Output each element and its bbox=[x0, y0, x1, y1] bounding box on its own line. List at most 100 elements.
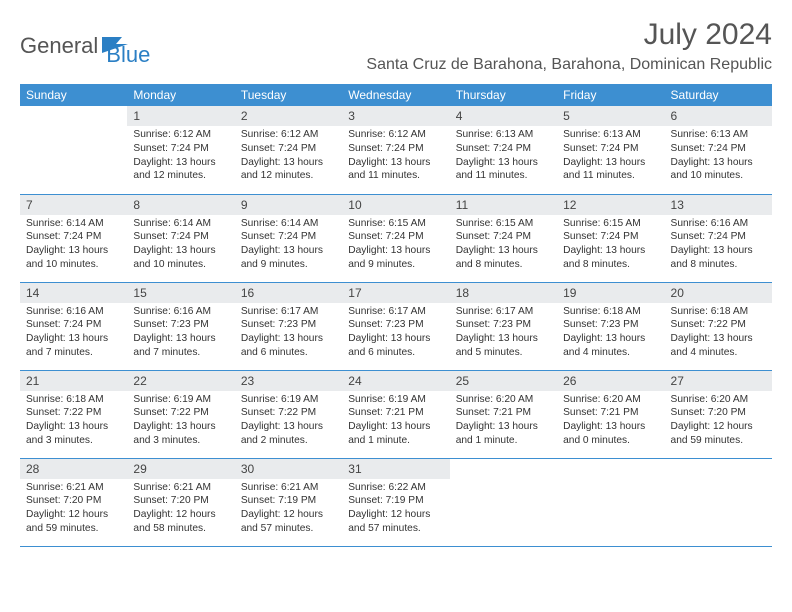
calendar-empty bbox=[450, 458, 557, 546]
calendar-day: 8Sunrise: 6:14 AMSunset: 7:24 PMDaylight… bbox=[127, 194, 234, 282]
sunset-line: Sunset: 7:20 PM bbox=[133, 494, 228, 508]
day-details: Sunrise: 6:15 AMSunset: 7:24 PMDaylight:… bbox=[557, 215, 664, 276]
calendar-empty bbox=[20, 106, 127, 194]
day-details: Sunrise: 6:20 AMSunset: 7:21 PMDaylight:… bbox=[557, 391, 664, 452]
day-number: 19 bbox=[557, 283, 664, 303]
sunset-line: Sunset: 7:24 PM bbox=[26, 230, 121, 244]
sunset-line: Sunset: 7:24 PM bbox=[241, 230, 336, 244]
day-number: 27 bbox=[665, 371, 772, 391]
sunset-line: Sunset: 7:20 PM bbox=[671, 406, 766, 420]
daylight-line: Daylight: 13 hours and 4 minutes. bbox=[671, 332, 766, 360]
daylight-line: Daylight: 13 hours and 10 minutes. bbox=[26, 244, 121, 272]
calendar-body: 1Sunrise: 6:12 AMSunset: 7:24 PMDaylight… bbox=[20, 106, 772, 546]
sunset-line: Sunset: 7:24 PM bbox=[671, 142, 766, 156]
day-details: Sunrise: 6:15 AMSunset: 7:24 PMDaylight:… bbox=[450, 215, 557, 276]
sunrise-line: Sunrise: 6:12 AM bbox=[348, 128, 443, 142]
weekday-header-row: SundayMondayTuesdayWednesdayThursdayFrid… bbox=[20, 84, 772, 106]
sunset-line: Sunset: 7:22 PM bbox=[241, 406, 336, 420]
calendar-day: 29Sunrise: 6:21 AMSunset: 7:20 PMDayligh… bbox=[127, 458, 234, 546]
sunrise-line: Sunrise: 6:12 AM bbox=[133, 128, 228, 142]
daylight-line: Daylight: 13 hours and 2 minutes. bbox=[241, 420, 336, 448]
brand-part1: General bbox=[20, 33, 98, 59]
day-number: 4 bbox=[450, 106, 557, 126]
sunset-line: Sunset: 7:21 PM bbox=[563, 406, 658, 420]
daylight-line: Daylight: 12 hours and 57 minutes. bbox=[241, 508, 336, 536]
day-number: 16 bbox=[235, 283, 342, 303]
day-details: Sunrise: 6:19 AMSunset: 7:22 PMDaylight:… bbox=[127, 391, 234, 452]
day-details: Sunrise: 6:17 AMSunset: 7:23 PMDaylight:… bbox=[235, 303, 342, 364]
day-number: 26 bbox=[557, 371, 664, 391]
sunset-line: Sunset: 7:23 PM bbox=[348, 318, 443, 332]
day-number: 14 bbox=[20, 283, 127, 303]
day-number: 6 bbox=[665, 106, 772, 126]
location-line: Santa Cruz de Barahona, Barahona, Domini… bbox=[366, 56, 772, 74]
daylight-line: Daylight: 13 hours and 9 minutes. bbox=[241, 244, 336, 272]
sunrise-line: Sunrise: 6:20 AM bbox=[563, 393, 658, 407]
calendar-empty bbox=[557, 458, 664, 546]
sunrise-line: Sunrise: 6:12 AM bbox=[241, 128, 336, 142]
sunrise-line: Sunrise: 6:15 AM bbox=[456, 217, 551, 231]
day-number: 31 bbox=[342, 459, 449, 479]
calendar-day: 16Sunrise: 6:17 AMSunset: 7:23 PMDayligh… bbox=[235, 282, 342, 370]
sunrise-line: Sunrise: 6:16 AM bbox=[133, 305, 228, 319]
day-number: 5 bbox=[557, 106, 664, 126]
calendar-day: 7Sunrise: 6:14 AMSunset: 7:24 PMDaylight… bbox=[20, 194, 127, 282]
daylight-line: Daylight: 13 hours and 4 minutes. bbox=[563, 332, 658, 360]
day-number: 20 bbox=[665, 283, 772, 303]
sunset-line: Sunset: 7:23 PM bbox=[241, 318, 336, 332]
calendar-day: 18Sunrise: 6:17 AMSunset: 7:23 PMDayligh… bbox=[450, 282, 557, 370]
day-details: Sunrise: 6:14 AMSunset: 7:24 PMDaylight:… bbox=[235, 215, 342, 276]
daylight-line: Daylight: 13 hours and 12 minutes. bbox=[133, 156, 228, 184]
calendar-day: 15Sunrise: 6:16 AMSunset: 7:23 PMDayligh… bbox=[127, 282, 234, 370]
day-number: 10 bbox=[342, 195, 449, 215]
sunset-line: Sunset: 7:24 PM bbox=[456, 230, 551, 244]
calendar-day: 30Sunrise: 6:21 AMSunset: 7:19 PMDayligh… bbox=[235, 458, 342, 546]
day-number: 15 bbox=[127, 283, 234, 303]
daylight-line: Daylight: 13 hours and 6 minutes. bbox=[348, 332, 443, 360]
sunrise-line: Sunrise: 6:21 AM bbox=[26, 481, 121, 495]
daylight-line: Daylight: 13 hours and 10 minutes. bbox=[133, 244, 228, 272]
sunrise-line: Sunrise: 6:19 AM bbox=[348, 393, 443, 407]
day-number: 24 bbox=[342, 371, 449, 391]
sunrise-line: Sunrise: 6:18 AM bbox=[563, 305, 658, 319]
sunset-line: Sunset: 7:24 PM bbox=[241, 142, 336, 156]
sunrise-line: Sunrise: 6:18 AM bbox=[671, 305, 766, 319]
daylight-line: Daylight: 13 hours and 1 minute. bbox=[456, 420, 551, 448]
sunset-line: Sunset: 7:21 PM bbox=[348, 406, 443, 420]
day-details: Sunrise: 6:19 AMSunset: 7:21 PMDaylight:… bbox=[342, 391, 449, 452]
day-details: Sunrise: 6:16 AMSunset: 7:24 PMDaylight:… bbox=[665, 215, 772, 276]
daylight-line: Daylight: 13 hours and 6 minutes. bbox=[241, 332, 336, 360]
day-details: Sunrise: 6:14 AMSunset: 7:24 PMDaylight:… bbox=[20, 215, 127, 276]
sunrise-line: Sunrise: 6:15 AM bbox=[563, 217, 658, 231]
sunset-line: Sunset: 7:21 PM bbox=[456, 406, 551, 420]
daylight-line: Daylight: 13 hours and 12 minutes. bbox=[241, 156, 336, 184]
weekday-header: Monday bbox=[127, 84, 234, 106]
daylight-line: Daylight: 13 hours and 5 minutes. bbox=[456, 332, 551, 360]
calendar-day: 4Sunrise: 6:13 AMSunset: 7:24 PMDaylight… bbox=[450, 106, 557, 194]
day-details: Sunrise: 6:21 AMSunset: 7:19 PMDaylight:… bbox=[235, 479, 342, 540]
day-details: Sunrise: 6:13 AMSunset: 7:24 PMDaylight:… bbox=[450, 126, 557, 187]
sunrise-line: Sunrise: 6:20 AM bbox=[671, 393, 766, 407]
sunset-line: Sunset: 7:24 PM bbox=[563, 230, 658, 244]
day-number: 8 bbox=[127, 195, 234, 215]
calendar-day: 24Sunrise: 6:19 AMSunset: 7:21 PMDayligh… bbox=[342, 370, 449, 458]
sunset-line: Sunset: 7:19 PM bbox=[348, 494, 443, 508]
weekday-header: Friday bbox=[557, 84, 664, 106]
sunset-line: Sunset: 7:24 PM bbox=[348, 230, 443, 244]
header-right: July 2024 Santa Cruz de Barahona, Baraho… bbox=[366, 18, 772, 74]
sunset-line: Sunset: 7:19 PM bbox=[241, 494, 336, 508]
calendar-day: 10Sunrise: 6:15 AMSunset: 7:24 PMDayligh… bbox=[342, 194, 449, 282]
weekday-header: Sunday bbox=[20, 84, 127, 106]
brand-part2: Blue bbox=[106, 42, 150, 68]
day-details: Sunrise: 6:18 AMSunset: 7:22 PMDaylight:… bbox=[665, 303, 772, 364]
daylight-line: Daylight: 13 hours and 7 minutes. bbox=[133, 332, 228, 360]
sunset-line: Sunset: 7:24 PM bbox=[563, 142, 658, 156]
daylight-line: Daylight: 13 hours and 11 minutes. bbox=[348, 156, 443, 184]
sunset-line: Sunset: 7:24 PM bbox=[456, 142, 551, 156]
sunset-line: Sunset: 7:22 PM bbox=[133, 406, 228, 420]
day-number: 2 bbox=[235, 106, 342, 126]
sunset-line: Sunset: 7:24 PM bbox=[26, 318, 121, 332]
day-number: 11 bbox=[450, 195, 557, 215]
sunrise-line: Sunrise: 6:22 AM bbox=[348, 481, 443, 495]
calendar-row: 7Sunrise: 6:14 AMSunset: 7:24 PMDaylight… bbox=[20, 194, 772, 282]
